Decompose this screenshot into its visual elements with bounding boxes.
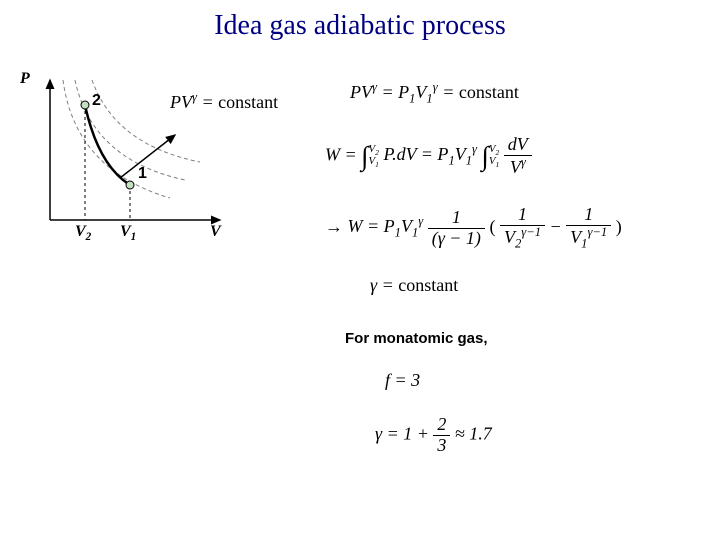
eq-f-equals-3: f = 3 bbox=[385, 370, 420, 391]
title-text: Idea gas adiabatic process bbox=[214, 10, 506, 41]
point-2-label: 2 bbox=[92, 92, 101, 110]
eq-gamma-constant: γ = constant bbox=[370, 275, 458, 296]
v1-label: V1 bbox=[120, 223, 136, 243]
monatomic-note: For monatomic gas, bbox=[345, 330, 488, 347]
eq-text: PVγ = constant bbox=[170, 92, 278, 112]
page-title: Idea gas adiabatic process bbox=[0, 10, 720, 42]
eq-gamma-value: γ = 1 + 23 ≈ 1.7 bbox=[375, 415, 492, 456]
point-1-label: 1 bbox=[138, 165, 147, 183]
eq-work-result: → W = P1V1γ 1(γ − 1) ( 1V2γ−1 − 1V1γ−1 ) bbox=[325, 205, 622, 251]
eq-pv-gamma-constant: PVγ = constant bbox=[170, 90, 278, 113]
v2-label: V2 bbox=[75, 223, 91, 243]
axis-p-label: P bbox=[20, 70, 30, 88]
eq-text: PVγ = P1V1γ = constant bbox=[350, 82, 519, 102]
eq-pv-equal: PVγ = P1V1γ = constant bbox=[350, 80, 519, 107]
axis-v-label: V bbox=[210, 223, 221, 241]
eq-work-integral: W = ∫V2V1 P.dV = P1V1γ ∫V2V1 dVVγ bbox=[325, 135, 532, 178]
